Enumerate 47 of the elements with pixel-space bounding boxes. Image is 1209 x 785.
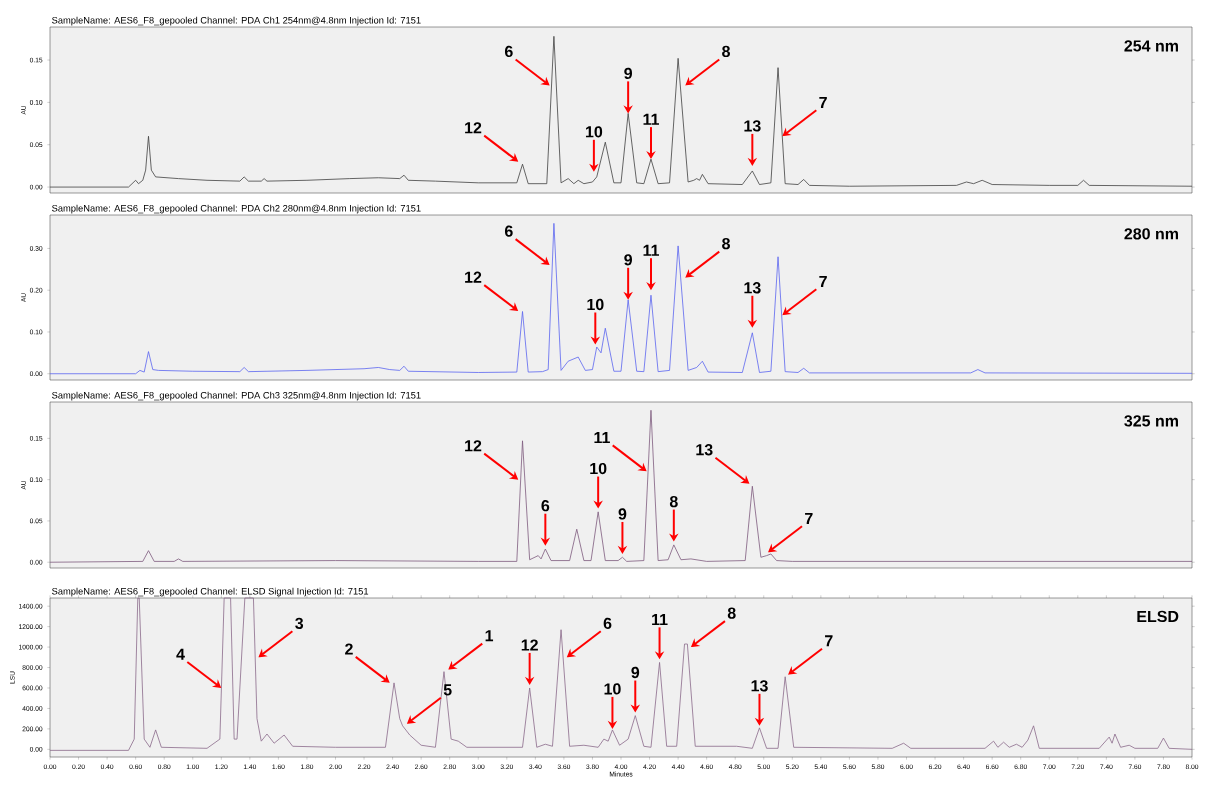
annotation: 2 bbox=[345, 643, 353, 655]
annotation: 6 bbox=[504, 225, 513, 237]
line-series bbox=[49, 409, 1193, 563]
text: 280 nm bbox=[1124, 228, 1178, 240]
annotation: 3 bbox=[295, 617, 304, 629]
annotation: 6 bbox=[504, 45, 513, 58]
annotation: 9 bbox=[624, 67, 632, 80]
annotation: 1 bbox=[485, 630, 494, 642]
annotation: 8 bbox=[722, 238, 730, 250]
annotation: 7 bbox=[825, 635, 833, 647]
chart-subtitle: SampleName: AES6_F8_gepooled Channel: PDA Ch3 325nm@4.8nm Injection Id: 7151 bbox=[52, 391, 421, 401]
annotation: 11 bbox=[643, 244, 659, 256]
annotation: 10 bbox=[590, 462, 607, 475]
annotation: 7 bbox=[819, 96, 827, 108]
annotation: 10 bbox=[587, 298, 604, 311]
annotation: 9 bbox=[631, 666, 640, 679]
annotation: 12 bbox=[465, 271, 482, 283]
annotation: 12 bbox=[521, 639, 538, 651]
text: 254 nm bbox=[1124, 40, 1178, 52]
annotation: 6 bbox=[541, 500, 550, 512]
annotation: 7 bbox=[819, 275, 827, 287]
annotation: 11 bbox=[643, 113, 659, 125]
chart-subtitle: SampleName: AES6_F8_gepooled Channel: PDA Ch2 280nm@4.8nm Injection Id: 7151 bbox=[52, 204, 421, 214]
annotation: 13 bbox=[696, 444, 713, 456]
annotation: 5 bbox=[443, 684, 452, 696]
annotation: 9 bbox=[624, 254, 632, 266]
annotation: 10 bbox=[604, 683, 621, 695]
annotation: 12 bbox=[465, 122, 482, 134]
annotation: 11 bbox=[594, 432, 610, 444]
text: 325 nm bbox=[1124, 415, 1178, 427]
text: ELSD bbox=[1137, 610, 1179, 623]
annotation: 13 bbox=[744, 282, 761, 294]
annotation: 6 bbox=[603, 617, 612, 629]
annotation: 8 bbox=[727, 607, 736, 619]
line-series bbox=[49, 222, 1193, 375]
annotation: 10 bbox=[585, 126, 603, 138]
annotation: 13 bbox=[751, 680, 768, 692]
chart-subtitle: SampleName: AES6_F8_gepooled Channel: PDA Ch1 254nm@4.8nm Injection Id: 7151 bbox=[52, 16, 421, 26]
annotation: 12 bbox=[465, 440, 482, 452]
annotation: 4 bbox=[176, 648, 185, 660]
annotation: 8 bbox=[722, 45, 730, 58]
annotation: 9 bbox=[618, 508, 627, 520]
annotation: 11 bbox=[652, 614, 668, 626]
annotation: 7 bbox=[805, 512, 813, 524]
annotation: 13 bbox=[744, 120, 761, 132]
chart-subtitle: SampleName: AES6_F8_gepooled Channel: ELSD Signal Injection Id: 7151 bbox=[52, 587, 369, 597]
annotation: 8 bbox=[669, 495, 678, 508]
